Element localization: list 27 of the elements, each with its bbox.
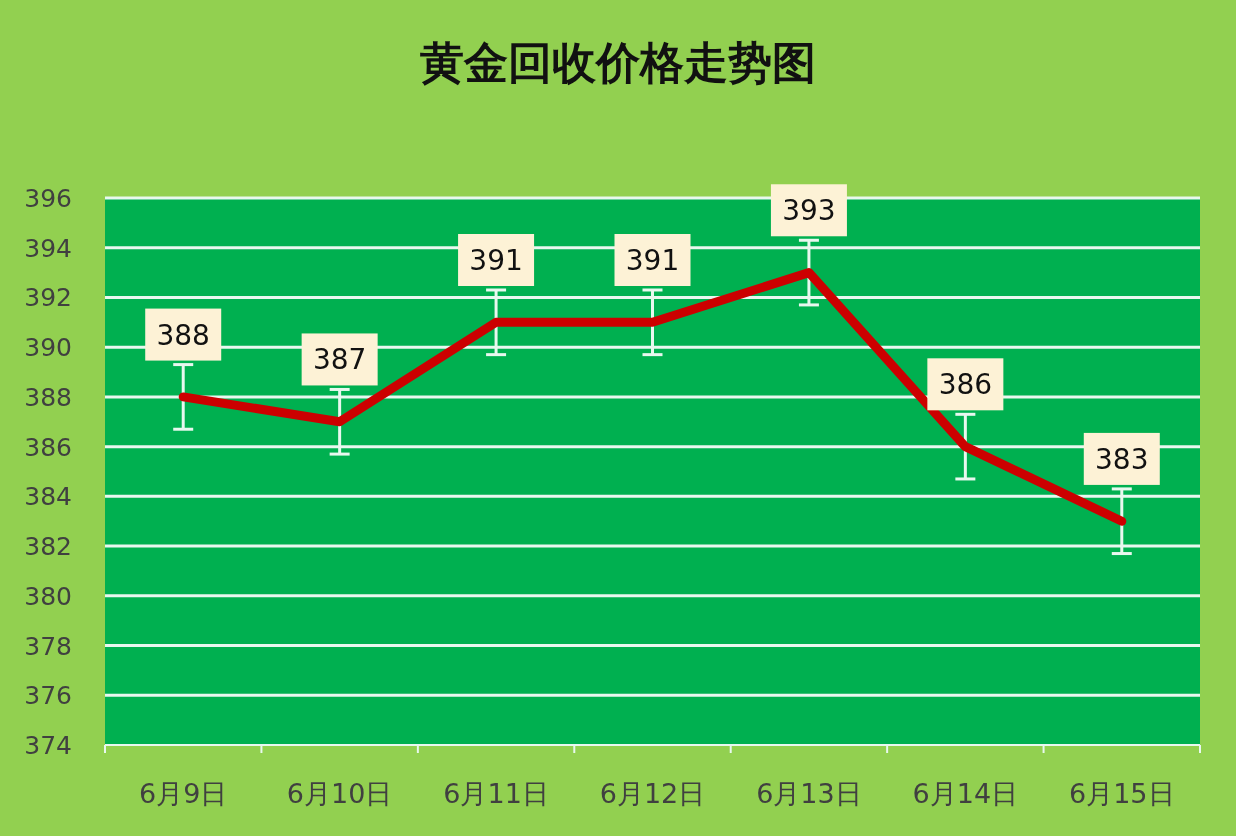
- data-label: 391: [469, 244, 523, 277]
- y-tick-label: 388: [24, 382, 72, 412]
- y-tick-label: 382: [24, 532, 72, 562]
- y-tick-label: 378: [24, 631, 72, 661]
- y-tick-label: 390: [24, 333, 72, 363]
- data-label: 386: [938, 368, 993, 402]
- y-tick-label: 394: [24, 233, 72, 263]
- data-label: 383: [1095, 442, 1149, 476]
- y-tick-label: 374: [24, 731, 72, 760]
- x-tick-label: 6月15日: [1069, 778, 1175, 809]
- y-tick-label: 392: [24, 283, 72, 313]
- x-tick-label: 6月11日: [443, 778, 549, 809]
- chart-title: 黄金回收价格走势图: [420, 37, 816, 88]
- x-tick-label: 6月14日: [912, 778, 1019, 809]
- x-tick-label: 6月13日: [756, 778, 862, 809]
- y-tick-label: 380: [24, 581, 72, 611]
- x-tick-label: 6月10日: [286, 778, 393, 809]
- data-label: 391: [625, 244, 680, 277]
- x-tick-label: 6月12日: [599, 778, 706, 809]
- data-label: 388: [156, 318, 210, 352]
- y-tick-label: 386: [24, 432, 72, 462]
- y-tick-label: 384: [24, 482, 72, 512]
- y-tick-label: 376: [24, 681, 72, 711]
- y-tick-label: 396: [24, 184, 72, 213]
- x-tick-label: 6月9日: [139, 778, 228, 809]
- data-label: 387: [312, 343, 367, 377]
- data-label: 393: [782, 194, 836, 228]
